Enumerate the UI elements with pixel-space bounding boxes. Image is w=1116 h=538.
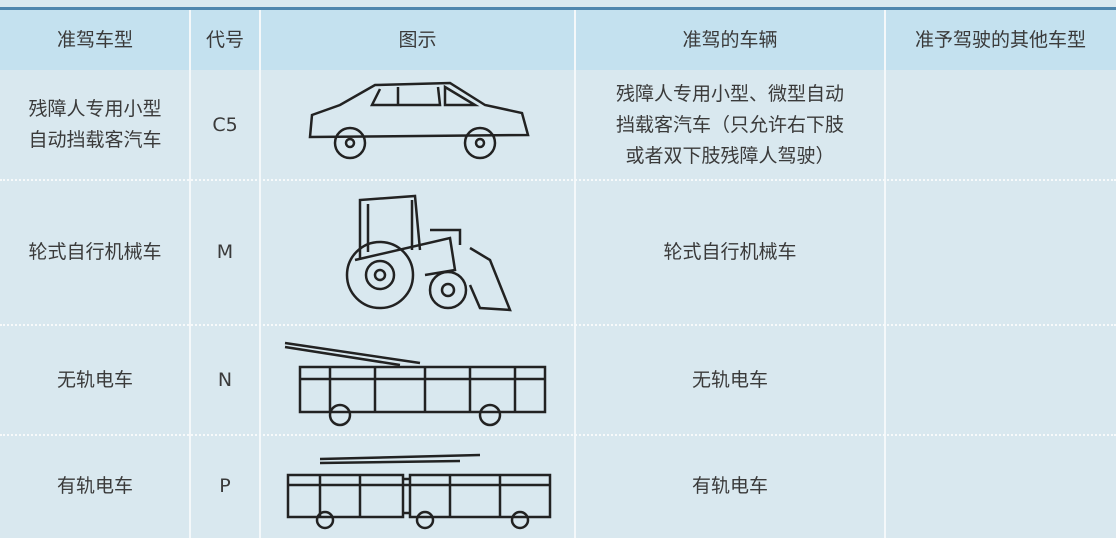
car-icon	[308, 81, 530, 160]
type-cell: 有轨电车	[0, 435, 190, 538]
cell-text: 残障人专用小型、微型自动	[615, 82, 844, 105]
cell-text: 图示	[398, 28, 437, 51]
vehicles-cell: 残障人专用小型、微型自动 挡载客汽车（只允许右下肢 或者双下肢残障人驾驶）	[575, 70, 885, 180]
header-cell: 准予驾驶的其他车型	[885, 10, 1116, 70]
cell-text: M	[216, 241, 234, 263]
cell-text: 有轨电车	[56, 475, 133, 497]
cell-text: 无轨电车	[691, 368, 768, 391]
header-cell: 图示	[260, 10, 575, 70]
cell-text: 轮式自行机械车	[663, 241, 797, 263]
cell-text: 代号	[205, 28, 244, 51]
code-cell: P	[190, 435, 260, 538]
code-cell: N	[190, 325, 260, 435]
type-cell: 残障人专用小型 自动挡载客汽车	[0, 70, 190, 180]
cell-text: 准予驾驶的其他车型	[914, 28, 1086, 51]
vehicles-cell: 轮式自行机械车	[575, 180, 885, 325]
cell-text: C5	[212, 113, 238, 136]
top-rule	[0, 7, 1116, 10]
cell-text: 无轨电车	[56, 368, 133, 391]
cell-text: 准驾的车辆	[682, 28, 778, 51]
tram-icon	[286, 453, 552, 530]
vehicles-cell: 无轨电车	[575, 325, 885, 435]
header-cell: 准驾车型	[0, 10, 190, 70]
column-divider	[189, 10, 191, 538]
cell-text: 准驾车型	[56, 28, 133, 51]
row-divider	[0, 179, 1116, 181]
header-band	[0, 10, 1116, 70]
type-cell: 轮式自行机械车	[0, 180, 190, 325]
cell-text: P	[219, 475, 231, 497]
column-divider	[259, 10, 261, 538]
cell-text: 轮式自行机械车	[28, 241, 162, 263]
cell-text: 自动挡载客汽车	[28, 129, 162, 151]
type-cell: 无轨电车	[0, 325, 190, 435]
vehicles-cell: 有轨电车	[575, 435, 885, 538]
row-divider	[0, 434, 1116, 436]
cell-text: N	[217, 368, 233, 391]
cell-text: 有轨电车	[691, 475, 768, 497]
header-cell: 准驾的车辆	[575, 10, 885, 70]
column-divider	[574, 10, 576, 538]
code-cell: M	[190, 180, 260, 325]
row-divider	[0, 324, 1116, 326]
cell-text: 残障人专用小型	[28, 98, 162, 120]
column-divider	[884, 10, 886, 538]
cell-text: 挡载客汽车（只允许右下肢	[615, 113, 844, 136]
cell-text: 或者双下肢残障人驾驶）	[625, 144, 835, 167]
code-cell: C5	[190, 70, 260, 180]
header-cell: 代号	[190, 10, 260, 70]
trolleybus-icon	[284, 341, 547, 427]
tractor-icon	[345, 194, 512, 312]
